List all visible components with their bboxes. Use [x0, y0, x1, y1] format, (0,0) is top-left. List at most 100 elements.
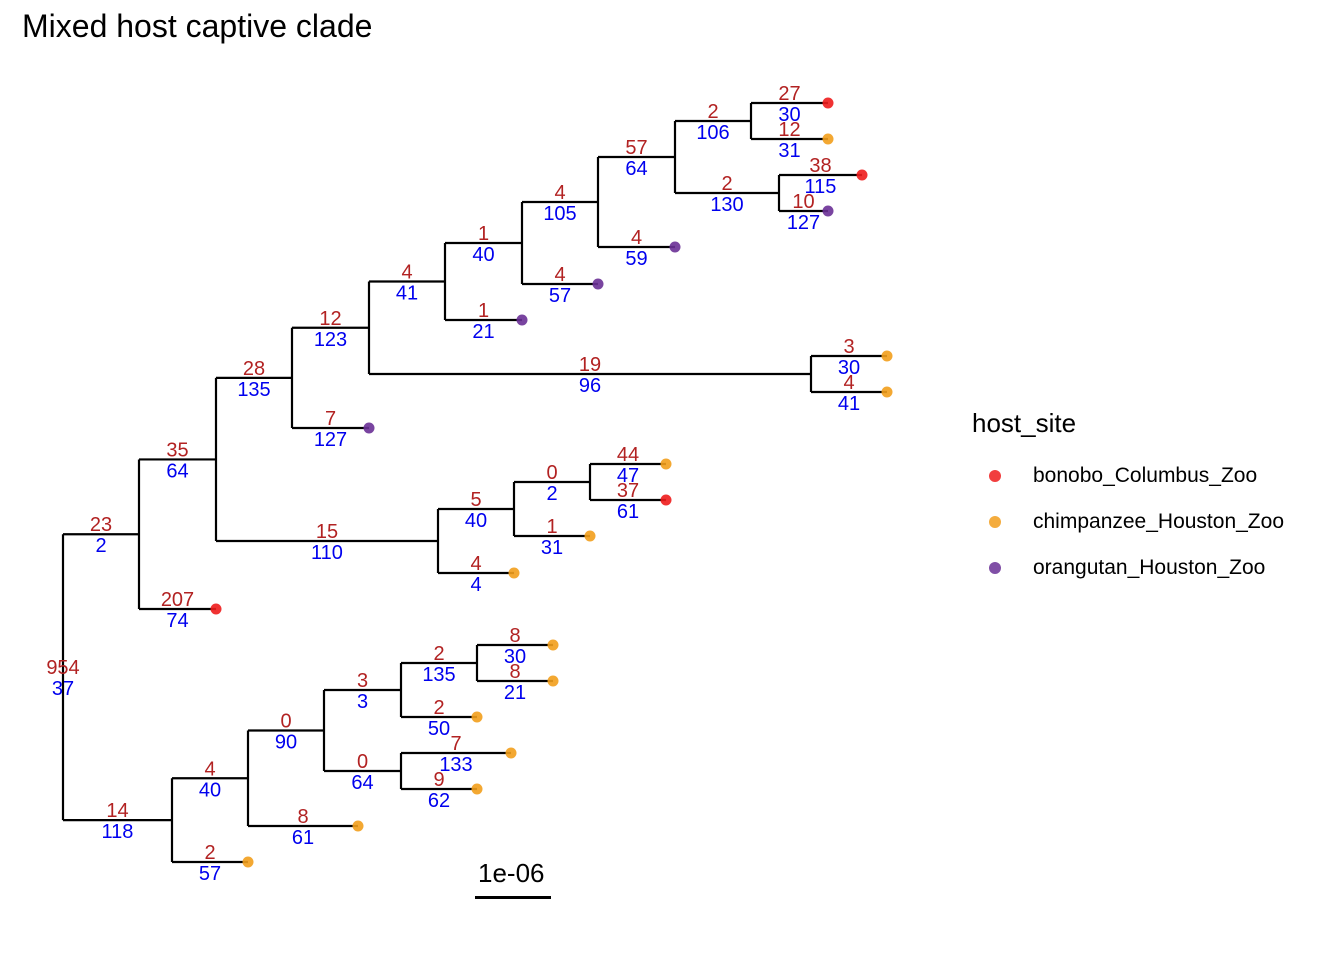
- edge-label-bottom: 127: [314, 429, 347, 451]
- edge-label-bottom: 41: [838, 393, 860, 415]
- tip-point: [352, 820, 364, 832]
- edge-label-bottom: 40: [472, 244, 494, 266]
- edge-label-top: 19: [579, 354, 601, 376]
- edge-label-top: 4: [470, 553, 481, 575]
- edge-label-top: 12: [778, 119, 800, 141]
- edge-label-bottom: 74: [166, 610, 188, 632]
- edge-label-bottom: 90: [275, 732, 297, 754]
- edge-label-bottom: 130: [710, 194, 743, 216]
- legend-item-bonobo: bonobo_Columbus_Zoo: [972, 453, 1284, 499]
- edge-label-bottom: 62: [428, 790, 450, 812]
- tip-point: [881, 386, 893, 398]
- edge-label-top: 8: [509, 661, 520, 683]
- edge-label-top: 2: [721, 173, 732, 195]
- edge-label-bottom: 57: [199, 863, 221, 885]
- edge-label-bottom: 41: [396, 283, 418, 305]
- edge-label-bottom: 31: [778, 140, 800, 162]
- edge-label-top: 207: [161, 589, 194, 611]
- edge-label-top: 3: [357, 670, 368, 692]
- tip-point: [242, 856, 254, 868]
- edge-labels: 9543723214118356420774281351511012123712…: [46, 83, 860, 885]
- edge-label-top: 2: [204, 842, 215, 864]
- scale-bar: [475, 896, 551, 899]
- edge-label-top: 10: [792, 191, 814, 213]
- tip-point: [547, 639, 559, 651]
- edge-label-top: 4: [631, 227, 642, 249]
- edge-label-top: 4: [204, 758, 215, 780]
- legend-item-chimpanzee: chimpanzee_Houston_Zoo: [972, 499, 1284, 545]
- edge-label-top: 23: [90, 514, 112, 536]
- edge-label-bottom: 105: [543, 203, 576, 225]
- edge-label-top: 2: [707, 101, 718, 123]
- edge-label-top: 4: [554, 182, 565, 204]
- edge-label-top: 7: [325, 408, 336, 430]
- legend-label: orangutan_Houston_Zoo: [1033, 556, 1266, 579]
- tip-point: [822, 133, 834, 145]
- edge-label-bottom: 47: [617, 465, 639, 487]
- edge-label-top: 44: [617, 444, 639, 466]
- edge-label-bottom: 64: [625, 158, 647, 180]
- edge-label-bottom: 30: [778, 104, 800, 126]
- edge-label-bottom: 50: [428, 718, 450, 740]
- tip-point: [363, 422, 375, 434]
- edge-label-top: 12: [319, 308, 341, 330]
- tip-point: [505, 747, 517, 759]
- tip-point: [669, 241, 681, 253]
- tree-tips: [210, 97, 893, 868]
- edge-label-top: 35: [166, 439, 188, 461]
- tip-point: [822, 205, 834, 217]
- edge-label-bottom: 21: [472, 321, 494, 343]
- edge-label-bottom: 127: [787, 212, 820, 234]
- edge-label-bottom: 135: [237, 379, 270, 401]
- edge-label-bottom: 110: [311, 542, 343, 564]
- edge-label-top: 0: [280, 711, 291, 733]
- tip-point: [516, 314, 528, 326]
- edge-label-top: 57: [625, 137, 647, 159]
- tip-point: [660, 494, 672, 506]
- edge-label-top: 5: [470, 489, 481, 511]
- edge-label-bottom: 135: [422, 664, 455, 686]
- edge-label-top: 28: [243, 358, 265, 380]
- edge-label-top: 3: [843, 336, 854, 358]
- edge-label-bottom: 61: [617, 501, 639, 523]
- edge-label-bottom: 96: [579, 375, 601, 397]
- edge-label-top: 15: [316, 521, 338, 543]
- tip-point: [660, 458, 672, 470]
- edge-label-bottom: 37: [52, 678, 74, 700]
- edge-label-top: 38: [809, 155, 831, 177]
- edge-label-top: 4: [843, 372, 854, 394]
- legend-label: chimpanzee_Houston_Zoo: [1033, 510, 1284, 533]
- edge-label-bottom: 64: [351, 772, 373, 794]
- edge-label-top: 0: [357, 751, 368, 773]
- edge-label-bottom: 21: [504, 682, 526, 704]
- edge-label-bottom: 31: [541, 537, 563, 559]
- edge-label-top: 4: [554, 264, 565, 286]
- edge-label-top: 1: [478, 223, 489, 245]
- tip-point: [584, 530, 596, 542]
- edge-label-bottom: 3: [357, 691, 368, 713]
- edge-label-bottom: 61: [292, 827, 314, 849]
- edge-label-top: 1: [546, 516, 557, 538]
- edge-label-bottom: 2: [546, 483, 557, 505]
- edge-label-bottom: 64: [166, 460, 188, 482]
- edge-label-bottom: 2: [95, 535, 106, 557]
- edge-label-bottom: 30: [504, 646, 526, 668]
- legend-dot-icon: [989, 470, 1001, 482]
- edge-label-top: 2: [433, 697, 444, 719]
- legend-dot-icon: [989, 562, 1001, 574]
- edge-label-bottom: 30: [838, 357, 860, 379]
- edge-label-top: 37: [617, 480, 639, 502]
- tip-point: [592, 278, 604, 290]
- edge-label-bottom: 118: [102, 821, 134, 843]
- scale-bar-label: 1e-06: [478, 858, 545, 888]
- edge-label-top: 4: [401, 262, 412, 284]
- edge-label-top: 2: [433, 643, 444, 665]
- edge-label-top: 7: [450, 733, 461, 755]
- tip-point: [822, 97, 834, 109]
- edge-label-bottom: 57: [549, 285, 571, 307]
- chart-title: Mixed host captive clade: [22, 8, 373, 44]
- tip-point: [471, 783, 483, 795]
- tip-point: [471, 711, 483, 723]
- legend-label: bonobo_Columbus_Zoo: [1033, 464, 1258, 487]
